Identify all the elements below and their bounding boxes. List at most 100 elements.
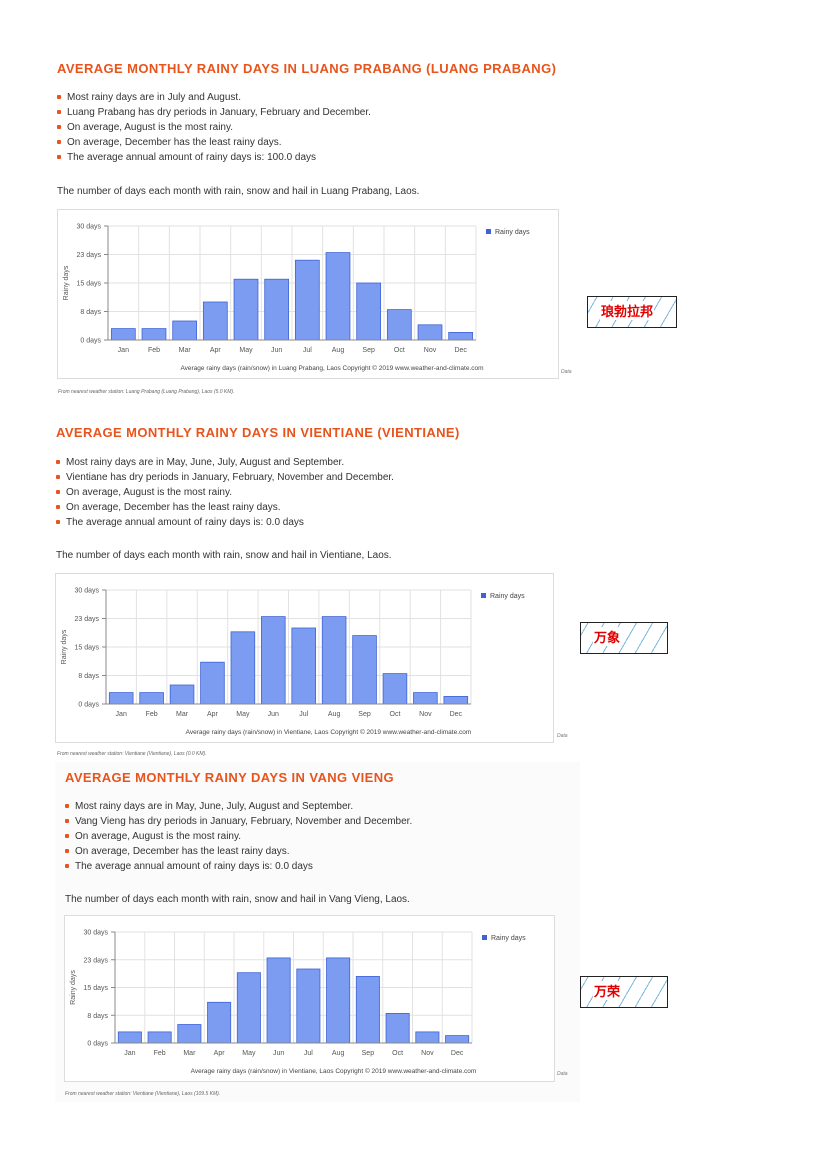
x-tick-label: Aug xyxy=(332,1050,345,1057)
bar xyxy=(266,957,291,1044)
legend-swatch xyxy=(482,935,487,940)
bar xyxy=(325,252,351,341)
bar xyxy=(356,282,382,341)
bar xyxy=(413,692,438,705)
bar xyxy=(385,1013,410,1044)
bullet-list: Most rainy days are in May, June, July, … xyxy=(64,799,412,874)
bullet-item: On average, August is the most rainy. xyxy=(64,829,412,844)
bar xyxy=(230,631,256,705)
x-tick-label: Jun xyxy=(268,711,279,718)
bar xyxy=(207,1001,232,1044)
bullet-item: On average, December has the least rainy… xyxy=(55,500,394,515)
x-tick-label: Apr xyxy=(214,1050,226,1057)
x-tick-label: Feb xyxy=(148,347,160,354)
chart-svg: Rainy days 30 days 23 days 15 days 8 days 0 d… xyxy=(61,588,525,737)
x-tick-label: Jan xyxy=(124,1050,135,1057)
bar xyxy=(139,692,164,705)
bullet-item: The average annual amount of rainy days … xyxy=(64,859,412,874)
bar xyxy=(296,968,321,1044)
bar xyxy=(200,661,225,705)
x-tick-label: Dec xyxy=(450,711,463,718)
bar xyxy=(382,673,408,705)
y-tick-label: 8 days xyxy=(80,309,101,316)
bar xyxy=(445,1035,470,1044)
bullet-item: On average, August is the most rainy. xyxy=(56,120,371,135)
x-tick-label: Oct xyxy=(394,347,405,354)
bar xyxy=(261,616,286,705)
bar xyxy=(117,1031,142,1044)
x-tick-label: Aug xyxy=(332,347,345,354)
bar xyxy=(355,976,380,1044)
x-tick-label: Sep xyxy=(358,711,371,718)
bar xyxy=(177,1024,202,1044)
bar xyxy=(108,692,134,705)
section-title: AVERAGE MONTHLY RAINY DAYS IN VANG VIENG xyxy=(65,770,395,785)
bullet-item: Most rainy days are in May, June, July, … xyxy=(64,799,412,814)
section-title: AVERAGE MONTHLY RAINY DAYS IN VIENTIANE … xyxy=(56,425,460,440)
data-note: Data xyxy=(557,1071,568,1077)
bar xyxy=(169,684,195,705)
bar xyxy=(141,328,167,341)
bullet-item: The average annual amount of rainy days … xyxy=(56,150,371,165)
bullet-item: The average annual amount of rainy days … xyxy=(55,515,394,530)
x-tick-label: Apr xyxy=(210,347,222,354)
y-tick-label: 15 days xyxy=(74,645,99,652)
x-tick-label: Nov xyxy=(419,711,432,718)
bar xyxy=(291,627,316,705)
section-title: AVERAGE MONTHLY RAINY DAYS IN LUANG PRAB… xyxy=(57,61,557,76)
city-label-luang-prabang: 琅勃拉邦 xyxy=(587,296,677,328)
x-tick-label: Nov xyxy=(421,1050,434,1057)
bar xyxy=(443,696,469,705)
chart-intro: The number of days each month with rain,… xyxy=(56,550,392,561)
bar xyxy=(202,301,228,341)
bar xyxy=(294,259,320,341)
x-tick-label: Mar xyxy=(176,711,189,718)
x-axis-caption: Average rainy days (rain/snow) in Luang … xyxy=(180,364,483,372)
bullet-item: On average, December has the least rainy… xyxy=(64,844,412,859)
x-tick-label: Jun xyxy=(273,1050,284,1057)
x-tick-label: May xyxy=(239,347,253,354)
y-tick-label: 30 days xyxy=(83,930,108,937)
x-tick-label: Apr xyxy=(207,711,219,718)
legend-label: Rainy days xyxy=(495,229,530,236)
y-tick-label: 30 days xyxy=(76,224,101,231)
y-axis-label: Rainy days xyxy=(70,970,77,1005)
city-label-vientiane: 万象 xyxy=(580,622,668,654)
bullet-item: On average, December has the least rainy… xyxy=(56,135,371,150)
x-tick-label: Mar xyxy=(179,347,192,354)
x-tick-label: Mar xyxy=(183,1050,196,1057)
bullet-item: Most rainy days are in May, June, July, … xyxy=(55,455,394,470)
x-tick-label: May xyxy=(242,1050,256,1057)
legend-label: Rainy days xyxy=(490,593,525,600)
bar xyxy=(110,328,136,341)
x-tick-label: Jul xyxy=(299,711,308,718)
rainy-days-chart: Rainy days 30 days 23 days 15 days 8 days 0 d… xyxy=(64,915,555,1082)
legend-label: Rainy days xyxy=(491,935,526,942)
x-tick-label: Sep xyxy=(362,347,375,354)
bullet-item: Most rainy days are in July and August. xyxy=(56,90,371,105)
y-tick-label: 30 days xyxy=(74,588,99,595)
y-tick-label: 0 days xyxy=(78,702,99,709)
x-tick-label: Oct xyxy=(390,711,401,718)
city-label-text: 万荣 xyxy=(593,981,622,1000)
y-tick-label: 23 days xyxy=(83,957,108,964)
y-axis-label: Rainy days xyxy=(63,265,70,300)
y-tick-label: 0 days xyxy=(87,1041,108,1048)
x-tick-label: Oct xyxy=(392,1050,403,1057)
station-source: From nearest weather station: Vientiane … xyxy=(57,751,207,757)
bar xyxy=(386,309,412,341)
y-tick-label: 8 days xyxy=(78,673,99,680)
bar xyxy=(417,324,443,341)
y-axis-label: Rainy days xyxy=(61,629,68,664)
chart-svg: Rainy days 30 days 23 days 15 days 8 days 0 d… xyxy=(70,930,526,1076)
bullet-item: Luang Prabang has dry periods in January… xyxy=(56,105,371,120)
x-tick-label: Aug xyxy=(328,711,341,718)
y-tick-label: 15 days xyxy=(76,281,101,288)
y-tick-label: 15 days xyxy=(83,985,108,992)
chart-intro: The number of days each month with rain,… xyxy=(57,186,420,197)
legend-swatch xyxy=(481,593,486,598)
x-tick-label: Jul xyxy=(303,347,312,354)
bullet-list: Most rainy days are in May, June, July, … xyxy=(55,455,394,530)
x-tick-label: Feb xyxy=(154,1050,166,1057)
chart-intro: The number of days each month with rain,… xyxy=(65,894,410,905)
